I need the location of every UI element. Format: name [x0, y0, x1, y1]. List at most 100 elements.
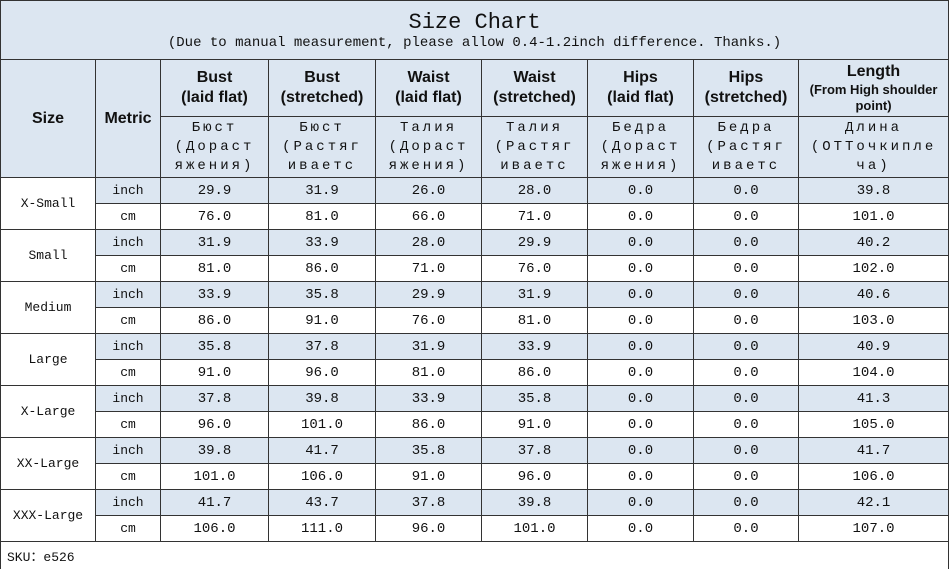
metric: inch [95, 229, 161, 256]
value-cell: 76.0 [160, 203, 269, 230]
value-cell: 96.0 [268, 359, 376, 386]
value-cell: 91.0 [481, 411, 588, 438]
size-name: Large [0, 333, 96, 386]
value-cell: 0.0 [693, 437, 799, 464]
value-cell: 39.8 [797, 177, 950, 204]
value-cell: 0.0 [587, 411, 694, 438]
value-cell: 104.0 [797, 359, 950, 386]
value-cell: 37.8 [481, 437, 588, 464]
value-cell: 0.0 [693, 307, 799, 334]
title-cell: Size Chart (Due to manual measurement, pl… [0, 0, 950, 60]
data-row: XXX-Large inch 41.7 43.7 37.8 39.8 0.0 0.0 42.1 [0, 489, 950, 542]
value-cell: 107.0 [797, 515, 950, 542]
column-name: Length [846, 63, 901, 80]
data-row: Small inch 31.9 33.9 28.0 29.9 0.0 0.0 40.2 [0, 229, 950, 282]
footer-row: SKU：e526 [0, 541, 950, 569]
value-cell: 31.9 [481, 281, 588, 308]
value-cell: 0.0 [693, 333, 799, 360]
column-header: Metric [95, 59, 161, 178]
column-name: Size [31, 109, 64, 127]
size-name: X-Small [0, 177, 96, 230]
column-header: Size [0, 59, 96, 178]
russian-header: Бедра (Растяг иваетс [693, 116, 799, 178]
value-cell: 41.7 [268, 437, 376, 464]
value-cell: 33.9 [268, 229, 376, 256]
value-cell: 29.9 [481, 229, 588, 256]
value-cell: 76.0 [375, 307, 482, 334]
value-cell: 96.0 [481, 463, 588, 490]
value-cell: 43.7 [268, 489, 376, 516]
value-cell: 33.9 [160, 281, 269, 308]
data-row: X-Small inch 29.9 31.9 26.0 28.0 0.0 0.0 39.8 [0, 177, 950, 230]
column-sub: (laid flat) [607, 89, 674, 106]
value-cell: 29.9 [160, 177, 269, 204]
value-cell: 0.0 [587, 437, 694, 464]
value-cell: 0.0 [693, 489, 799, 516]
value-cell: 96.0 [375, 515, 482, 542]
data-row: cm 81.0 86.0 71.0 76.0 0.0 0.0 102.0 [1, 255, 950, 282]
value-cell: 0.0 [587, 229, 694, 256]
value-cell: 76.0 [481, 255, 588, 282]
value-cell: 42.1 [797, 489, 950, 516]
column-name: Bust [304, 69, 340, 86]
value-cell: 37.8 [268, 333, 376, 360]
value-cell: 40.9 [797, 333, 950, 360]
value-cell: 0.0 [693, 281, 799, 308]
russian-header: Талия (Дораст яжения) [375, 116, 482, 178]
size-name: XX-Large [0, 437, 96, 490]
header-row: Size Metric Bust (laid flat) Bust (stretched)… [0, 59, 950, 178]
size-name: Small [0, 229, 96, 282]
value-cell: 33.9 [375, 385, 482, 412]
value-cell: 0.0 [693, 463, 799, 490]
value-cell: 0.0 [693, 515, 799, 542]
value-cell: 37.8 [160, 385, 269, 412]
metric: cm [95, 307, 161, 334]
sku: SKU：e526 [0, 541, 950, 569]
value-cell: 91.0 [375, 463, 482, 490]
column-header: Length (From High shoulder point) [797, 59, 950, 117]
value-cell: 0.0 [693, 359, 799, 386]
value-cell: 35.8 [268, 281, 376, 308]
data-row: cm 106.0 111.0 96.0 101.0 0.0 0.0 107.0 [1, 515, 950, 542]
russian-header: Талия (Растяг иваетс [481, 116, 588, 178]
value-cell: 0.0 [693, 229, 799, 256]
column-header: Bust (stretched) [268, 59, 376, 117]
column-header: Hips (laid flat) [587, 59, 694, 117]
column-name: Bust [196, 69, 233, 86]
value-cell: 31.9 [375, 333, 482, 360]
size-name: Medium [0, 281, 96, 334]
value-cell: 71.0 [375, 255, 482, 282]
value-cell: 26.0 [375, 177, 482, 204]
value-cell: 0.0 [693, 203, 799, 230]
value-cell: 41.3 [797, 385, 950, 412]
data-row: cm 91.0 96.0 81.0 86.0 0.0 0.0 104.0 [1, 359, 950, 386]
russian-header: Длина (ОТТочкипле ча) [797, 116, 950, 178]
value-cell: 35.8 [160, 333, 269, 360]
column-header: Waist (laid flat) [375, 59, 482, 117]
column-sub: (From High shoulder point) [809, 82, 938, 113]
title: Size Chart [408, 9, 541, 35]
value-cell: 81.0 [375, 359, 482, 386]
metric: inch [95, 281, 161, 308]
value-cell: 81.0 [160, 255, 269, 282]
metric: inch [95, 333, 161, 360]
value-cell: 101.0 [481, 515, 588, 542]
value-cell: 39.8 [160, 437, 269, 464]
value-cell: 91.0 [268, 307, 376, 334]
value-cell: 29.9 [375, 281, 482, 308]
value-cell: 0.0 [587, 177, 694, 204]
value-cell: 103.0 [797, 307, 950, 334]
metric: inch [95, 437, 161, 464]
data-row: cm 86.0 91.0 76.0 81.0 0.0 0.0 103.0 [1, 307, 950, 334]
value-cell: 71.0 [481, 203, 588, 230]
value-cell: 96.0 [160, 411, 269, 438]
value-cell: 37.8 [375, 489, 482, 516]
value-cell: 39.8 [268, 385, 376, 412]
title-row: Size Chart (Due to manual measurement, pl… [0, 0, 950, 60]
metric: cm [95, 359, 161, 386]
column-header: Bust (laid flat) [160, 59, 269, 117]
value-cell: 31.9 [268, 177, 376, 204]
value-cell: 0.0 [587, 489, 694, 516]
value-cell: 86.0 [160, 307, 269, 334]
value-cell: 111.0 [268, 515, 376, 542]
